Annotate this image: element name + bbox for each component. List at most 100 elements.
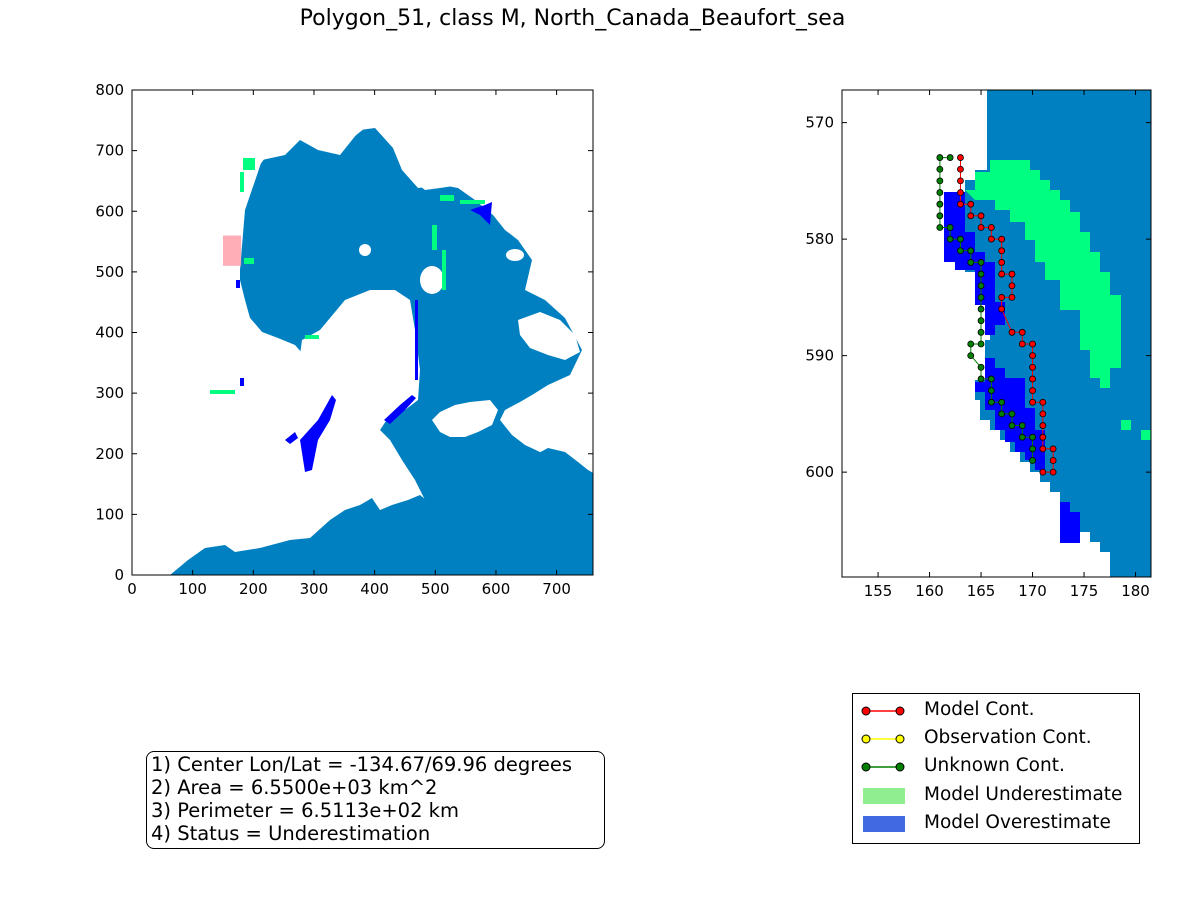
- unknown-contour-point: [936, 154, 944, 161]
- legend-item-model-overestimate: Model Overestimate: [861, 810, 1136, 838]
- model-contour-point: [1039, 398, 1047, 406]
- underestimate-cells: [210, 158, 485, 394]
- x-tick-label: 300: [300, 580, 329, 598]
- x-tick-label: 0: [127, 580, 137, 598]
- island: [535, 285, 555, 295]
- red-line-marker-icon: [861, 706, 905, 716]
- unknown-contour-point: [977, 340, 985, 348]
- model-contour-point: [1049, 457, 1057, 464]
- x-tick-label: 180: [1121, 582, 1150, 600]
- model-contour-point: [998, 259, 1006, 266]
- model-contour-point: [1029, 387, 1036, 394]
- model-contour-point: [1049, 468, 1057, 476]
- y-tick-label: 570: [805, 114, 834, 132]
- y-tick-label: 800: [95, 81, 124, 99]
- overview-map: 0 100 200 300 400 500 600 700 0 100 200 300 400 500 60…: [95, 81, 594, 598]
- model-contour-point: [957, 200, 964, 208]
- model-contour-point: [987, 224, 995, 231]
- x-tick-label: 200: [239, 580, 268, 598]
- unknown-contour-point: [977, 305, 985, 313]
- y-tick-label: 580: [805, 230, 834, 248]
- info-area: 2) Area = 6.5500e+03 km^2: [151, 776, 438, 799]
- unknown-contour-point: [967, 352, 975, 360]
- unknown-contour-point: [1029, 457, 1036, 464]
- unknown-contour-point: [987, 398, 995, 406]
- unknown-contour-point: [936, 200, 944, 208]
- europe-land: [432, 400, 498, 437]
- y-tick-label: 500: [95, 263, 124, 281]
- unknown-contour-point: [998, 398, 1006, 406]
- model-contour-point: [998, 235, 1006, 243]
- model-contour-point: [957, 165, 964, 173]
- legend-label: Model Overestimate: [924, 812, 1111, 833]
- unknown-contour-point: [1018, 433, 1026, 441]
- legend-label: Unknown Cont.: [924, 755, 1065, 776]
- y-tick-label: 600: [805, 463, 834, 481]
- unknown-contour-point: [977, 270, 985, 278]
- model-contour-point: [1029, 340, 1036, 348]
- overview-map-layers: [132, 90, 593, 575]
- unknown-contour-point: [987, 387, 995, 394]
- x-tick-label: 600: [482, 580, 511, 598]
- model-contour-point: [1029, 375, 1036, 383]
- zoom-overestimate-cell: [1070, 512, 1080, 543]
- overview-map-ticks: 0 100 200 300 400 500 600 700 0 100 200 300 400 500 60…: [95, 81, 593, 598]
- info-status: 4) Status = Underestimation: [151, 822, 431, 845]
- green-patch-icon: [863, 788, 905, 804]
- zoom-overestimate-cell: [1060, 502, 1070, 543]
- unknown-contour-point: [998, 410, 1006, 418]
- model-contour-point: [1029, 363, 1036, 371]
- model-contour-point: [1008, 293, 1016, 301]
- y-tick-label: 600: [95, 202, 124, 220]
- zoom-map-layers: [936, 90, 1151, 577]
- model-contour-point: [1029, 398, 1036, 406]
- unknown-contour-point: [967, 340, 975, 348]
- unknown-contour-point: [967, 247, 975, 255]
- unknown-contour-point: [977, 328, 985, 336]
- x-tick-label: 100: [178, 580, 207, 598]
- model-contour-point: [998, 270, 1006, 278]
- unknown-contour-point: [977, 375, 985, 383]
- x-tick-label: 165: [967, 582, 996, 600]
- unknown-contour-point: [1029, 433, 1036, 441]
- zoom-underestimate-cell: [1141, 430, 1151, 440]
- unknown-contour-point: [977, 293, 985, 301]
- unknown-contour-point: [1018, 422, 1026, 429]
- y-tick-label: 400: [95, 324, 124, 342]
- x-tick-label: 170: [1018, 582, 1047, 600]
- model-contour: [957, 154, 1057, 476]
- unknown-contour-point: [977, 317, 985, 325]
- unknown-contour-point: [936, 189, 944, 196]
- model-contour-point: [998, 293, 1006, 301]
- model-contour-point: [1029, 352, 1036, 360]
- zoom-overestimate-upper: [944, 192, 1005, 335]
- polygon-info-box: 1) Center Lon/Lat = -134.67/69.96 degree…: [146, 751, 605, 849]
- y-tick-label: 700: [95, 142, 124, 160]
- north-land: [300, 90, 593, 210]
- model-contour-point: [987, 235, 995, 243]
- model-contour-point: [1039, 422, 1047, 429]
- x-tick-label: 160: [915, 582, 944, 600]
- x-tick-label: 155: [864, 582, 893, 600]
- overestimate-cells: [236, 202, 492, 472]
- unknown-contour-point: [957, 235, 964, 243]
- yellow-line-marker-icon: [861, 734, 905, 744]
- legend-item-observation-contour: Observation Cont.: [861, 725, 1136, 753]
- x-tick-label: 175: [1070, 582, 1099, 600]
- model-contour-point: [1039, 410, 1047, 418]
- figure-title: Polygon_51, class M, North_Canada_Beaufo…: [299, 6, 846, 31]
- island: [420, 266, 444, 294]
- unknown-contour-point: [1029, 445, 1036, 453]
- model-contour-point: [1039, 468, 1047, 476]
- model-contour-point: [957, 177, 964, 185]
- zoom-map: 155 160 165 170 175 180 570 580 590 600: [805, 89, 1152, 600]
- model-contour-point: [1018, 328, 1026, 336]
- model-contour-point: [957, 154, 964, 161]
- model-contour-point: [998, 247, 1006, 255]
- model-contour-point: [998, 305, 1006, 313]
- highlight-region: [222, 235, 242, 266]
- unknown-contour-point: [936, 224, 944, 231]
- unknown-contour-point: [936, 212, 944, 220]
- zoom-underestimate-band: [965, 160, 1121, 388]
